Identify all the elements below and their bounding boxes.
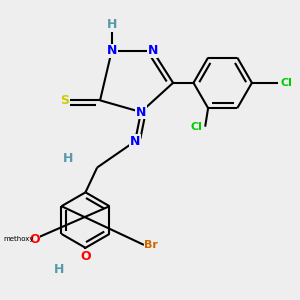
Text: H: H (63, 152, 73, 165)
Text: Cl: Cl (281, 78, 293, 88)
Text: S: S (61, 94, 70, 107)
Text: N: N (147, 44, 158, 57)
Text: N: N (130, 135, 140, 148)
Text: N: N (106, 44, 117, 57)
Text: Br: Br (144, 240, 158, 250)
Text: H: H (54, 263, 64, 276)
Text: O: O (80, 250, 91, 263)
Text: methoxy: methoxy (3, 236, 34, 242)
Text: N: N (136, 106, 146, 118)
Text: H: H (106, 18, 117, 31)
Text: Cl: Cl (190, 122, 202, 132)
Text: O: O (29, 232, 40, 245)
